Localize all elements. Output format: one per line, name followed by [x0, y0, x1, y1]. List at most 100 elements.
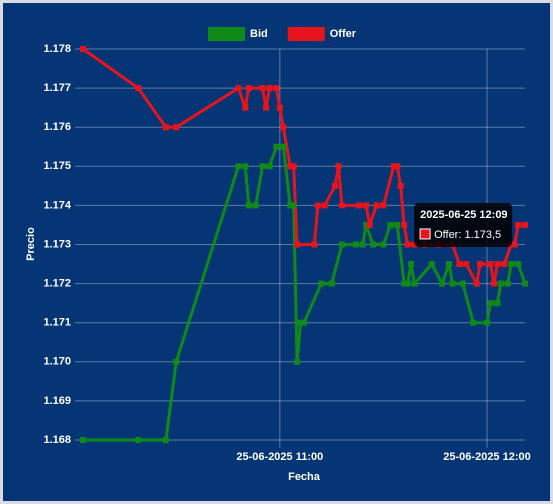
grid: 1.168 1.169 1.170 1.171 1.172 1.173 1.174 1.175… [43, 43, 530, 463]
data-point [380, 241, 387, 248]
data-point [501, 261, 508, 268]
data-point [411, 241, 418, 248]
data-point [411, 280, 418, 287]
data-point [338, 241, 345, 248]
x-axis-title: Fecha [288, 471, 321, 483]
data-point [252, 202, 259, 209]
data-point [280, 143, 287, 150]
data-point [401, 280, 408, 287]
y-tick-label: 1.176 [43, 121, 71, 133]
chart-background [3, 3, 550, 501]
data-point [394, 221, 401, 228]
data-point [515, 261, 522, 268]
data-point [522, 280, 528, 287]
data-point [242, 104, 249, 111]
data-point [380, 202, 387, 209]
data-point [363, 221, 370, 228]
data-point [294, 241, 301, 248]
data-point [301, 319, 307, 326]
data-point [511, 241, 518, 248]
data-point [404, 280, 411, 287]
data-point [245, 85, 252, 92]
y-tick-label: 1.170 [43, 356, 71, 368]
data-point [439, 280, 446, 287]
data-point [487, 261, 494, 268]
data-point [273, 85, 280, 92]
data-point [276, 104, 283, 111]
points [80, 46, 528, 443]
data-point [494, 261, 501, 268]
data-point [390, 163, 397, 170]
data-point [135, 85, 142, 92]
data-point [162, 437, 169, 443]
data-point [318, 280, 325, 287]
y-axis-title: Precio [25, 227, 37, 261]
tooltip: 2025-06-25 12:09 Offer: 1.173,5 [414, 202, 513, 247]
data-point [387, 221, 394, 228]
data-point [332, 182, 339, 189]
legend-swatch [208, 27, 245, 41]
data-point [470, 319, 477, 326]
data-point [162, 124, 169, 131]
data-point [373, 202, 380, 209]
data-point [287, 202, 294, 209]
y-tick-label: 1.173 [43, 238, 71, 250]
data-point [370, 241, 377, 248]
data-point [235, 163, 242, 170]
data-point [463, 261, 470, 268]
legend-swatch [287, 27, 325, 41]
legend: Bid Offer [208, 27, 357, 41]
data-point [80, 437, 86, 443]
data-point [266, 85, 273, 92]
y-tick-label: 1.178 [43, 43, 71, 55]
y-tick-label: 1.175 [43, 160, 71, 172]
data-point [366, 221, 373, 228]
data-point [259, 163, 266, 170]
data-point [508, 261, 515, 268]
data-point [408, 261, 415, 268]
data-point [335, 163, 342, 170]
data-point [314, 202, 321, 209]
data-point [287, 163, 294, 170]
y-tick-label: 1.168 [43, 434, 71, 446]
tooltip-label: Offer: 1.173,5 [434, 229, 501, 241]
data-point [297, 319, 304, 326]
tooltip-swatch [419, 228, 431, 240]
data-point [352, 241, 359, 248]
data-point [290, 202, 297, 209]
data-point [235, 85, 242, 92]
data-point [263, 104, 270, 111]
y-tick-label: 1.171 [43, 317, 71, 329]
data-point [477, 261, 484, 268]
data-point [494, 300, 501, 307]
data-point [280, 124, 287, 131]
data-point [473, 280, 480, 287]
data-point [328, 280, 335, 287]
data-point [404, 241, 411, 248]
x-tick-label: 25-06-2025 11:00 [236, 451, 323, 463]
data-point [290, 163, 297, 170]
data-point [490, 280, 497, 287]
data-point [311, 241, 318, 248]
data-point [394, 163, 401, 170]
data-point [135, 437, 142, 443]
data-point [428, 261, 435, 268]
data-point [356, 202, 363, 209]
data-point [294, 358, 301, 365]
data-point [259, 85, 266, 92]
data-point [173, 358, 180, 365]
data-point [245, 202, 252, 209]
data-point [273, 143, 280, 150]
y-tick-label: 1.172 [43, 278, 71, 290]
data-point [459, 280, 466, 287]
data-point [522, 221, 528, 228]
data-point [173, 124, 180, 131]
tooltip-title: 2025-06-25 12:09 [420, 209, 507, 221]
data-point [359, 241, 366, 248]
legend-label: Offer [330, 28, 357, 40]
tooltip-box [414, 202, 513, 247]
data-point [456, 261, 463, 268]
data-point [338, 202, 345, 209]
